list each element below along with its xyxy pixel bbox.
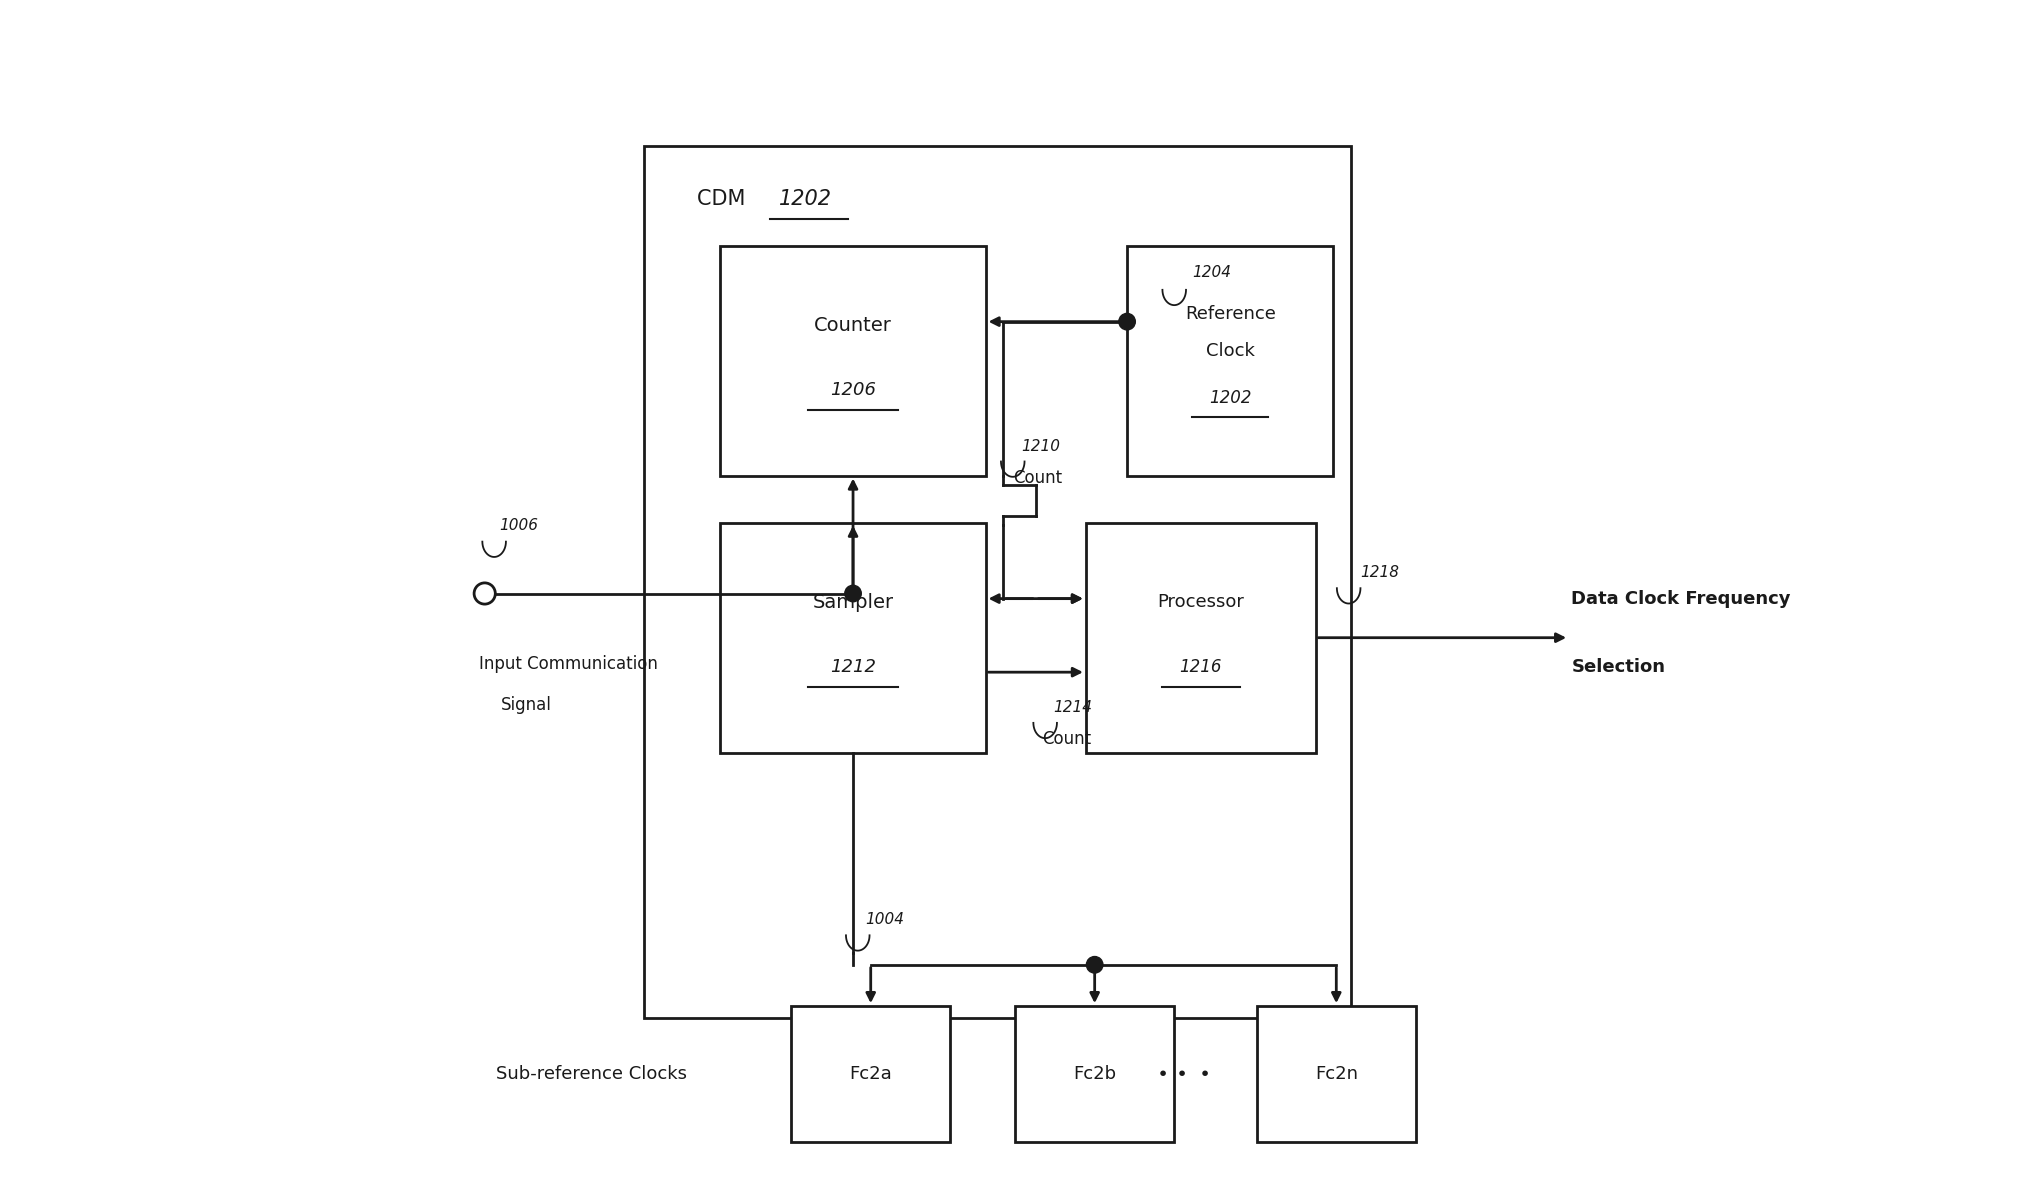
Text: Selection: Selection — [1572, 658, 1666, 677]
Bar — [790, 1007, 950, 1142]
Text: Data Clock Frequency: Data Clock Frequency — [1572, 590, 1791, 608]
Text: 1214: 1214 — [1054, 700, 1092, 715]
Text: Sub-reference Clocks: Sub-reference Clocks — [496, 1065, 688, 1083]
Bar — [1256, 1007, 1415, 1142]
Text: Clock: Clock — [1205, 342, 1254, 361]
Text: CDM: CDM — [696, 189, 751, 209]
Text: 1004: 1004 — [866, 913, 905, 927]
Bar — [1127, 246, 1333, 476]
Bar — [721, 522, 986, 753]
Circle shape — [474, 583, 496, 604]
Text: Input Communication: Input Communication — [478, 655, 658, 673]
Text: 1202: 1202 — [1209, 389, 1252, 407]
Bar — [643, 146, 1352, 1017]
Bar — [1086, 522, 1315, 753]
Text: 1216: 1216 — [1180, 658, 1221, 677]
Text: Signal: Signal — [500, 697, 551, 715]
Text: Fc2b: Fc2b — [1074, 1065, 1117, 1083]
Text: Fc2n: Fc2n — [1315, 1065, 1358, 1083]
Bar — [1015, 1007, 1174, 1142]
Text: 1206: 1206 — [829, 381, 876, 399]
Bar — [721, 246, 986, 476]
Circle shape — [1119, 313, 1135, 330]
Text: 1204: 1204 — [1193, 265, 1231, 280]
Text: Counter: Counter — [815, 316, 892, 335]
Text: 1210: 1210 — [1021, 439, 1060, 453]
Text: 1202: 1202 — [780, 189, 833, 209]
Text: 1218: 1218 — [1360, 565, 1399, 580]
Text: Count: Count — [1041, 730, 1090, 748]
Text: Reference: Reference — [1184, 305, 1276, 323]
Text: 1212: 1212 — [829, 658, 876, 677]
Circle shape — [1086, 957, 1103, 973]
Text: Processor: Processor — [1158, 594, 1244, 611]
Text: $\bullet\,\bullet\,\bullet$: $\bullet\,\bullet\,\bullet$ — [1156, 1062, 1209, 1081]
Text: 1006: 1006 — [498, 518, 537, 533]
Text: Sampler: Sampler — [813, 592, 894, 611]
Text: Count: Count — [1013, 469, 1062, 487]
Text: Fc2a: Fc2a — [849, 1065, 892, 1083]
Circle shape — [845, 585, 862, 602]
